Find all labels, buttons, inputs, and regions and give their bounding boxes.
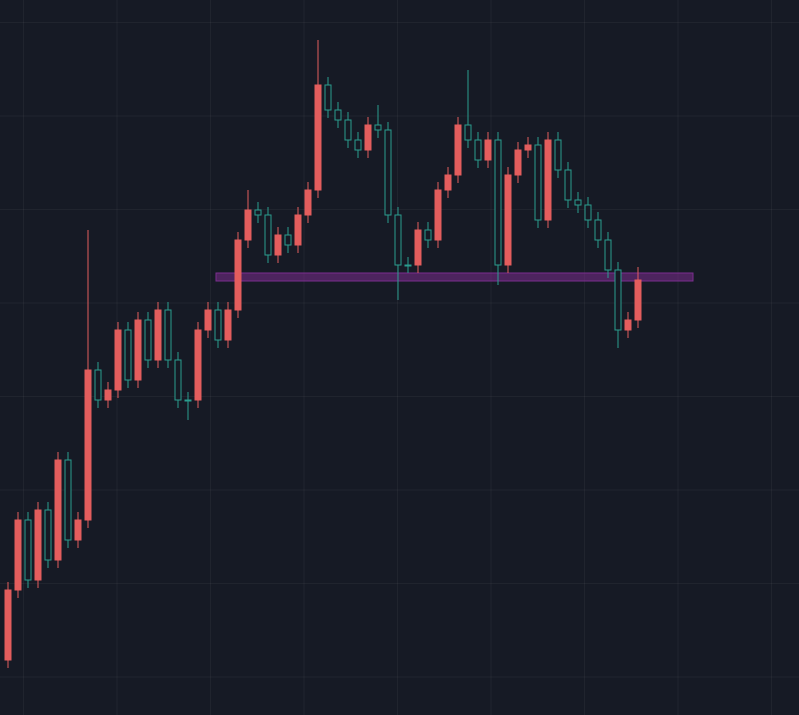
candle-body — [484, 139, 492, 161]
candle-body — [414, 229, 422, 266]
candle-body — [424, 229, 432, 241]
candle-body — [24, 519, 32, 581]
candle-body — [64, 459, 72, 541]
candle-body — [274, 234, 282, 256]
candle-body — [114, 329, 122, 391]
candle-body — [194, 329, 202, 401]
candle-body — [14, 519, 22, 591]
candle-body — [294, 214, 302, 246]
candle-body — [634, 279, 642, 321]
candle-body — [364, 124, 372, 151]
candle-body — [564, 169, 572, 201]
candle-body — [524, 144, 532, 151]
candle-body — [354, 139, 362, 151]
candle-body — [154, 309, 162, 361]
candle-body — [584, 204, 592, 221]
candle-body — [184, 399, 192, 402]
candle-body — [454, 124, 462, 176]
candle-body — [604, 239, 612, 271]
candle-body — [44, 509, 52, 561]
candle-body — [84, 369, 92, 521]
candle-body — [94, 369, 102, 401]
candle-body — [624, 319, 632, 331]
candle-body — [204, 309, 212, 331]
candle-body — [254, 209, 262, 216]
candle-body — [134, 319, 142, 381]
candle-body — [494, 139, 502, 266]
candle-body — [434, 189, 442, 241]
candle-body — [384, 129, 392, 216]
candle-body — [104, 389, 112, 401]
candle-body — [74, 519, 82, 541]
candle-body — [144, 319, 152, 361]
candle-body — [594, 219, 602, 241]
candle-body — [464, 124, 472, 141]
candle-body — [514, 149, 522, 176]
candle-body — [344, 119, 352, 141]
candle-body — [304, 189, 312, 216]
candle-body — [574, 199, 582, 206]
candle-body — [4, 589, 12, 661]
candle-body — [614, 269, 622, 331]
candle-body — [224, 309, 232, 341]
candle-body — [444, 174, 452, 191]
candle-body — [404, 264, 412, 267]
candle-body — [164, 309, 172, 361]
candle-body — [314, 84, 322, 191]
candle-body — [284, 234, 292, 246]
candle-body — [244, 209, 252, 241]
support-zone — [215, 272, 694, 282]
candle-body — [124, 329, 132, 381]
candle-body — [214, 309, 222, 341]
candle-body — [544, 139, 552, 221]
candle-body — [234, 239, 242, 311]
candle-body — [174, 359, 182, 401]
candle-body — [504, 174, 512, 266]
candle-body — [534, 144, 542, 221]
candle-body — [374, 124, 382, 131]
candle-body — [34, 509, 42, 581]
candle-body — [264, 214, 272, 256]
candle-body — [554, 139, 562, 171]
candle-body — [54, 459, 62, 561]
candle-body — [334, 109, 342, 121]
candle-body — [474, 139, 482, 161]
candle-body — [324, 84, 332, 111]
candle-body — [394, 214, 402, 266]
